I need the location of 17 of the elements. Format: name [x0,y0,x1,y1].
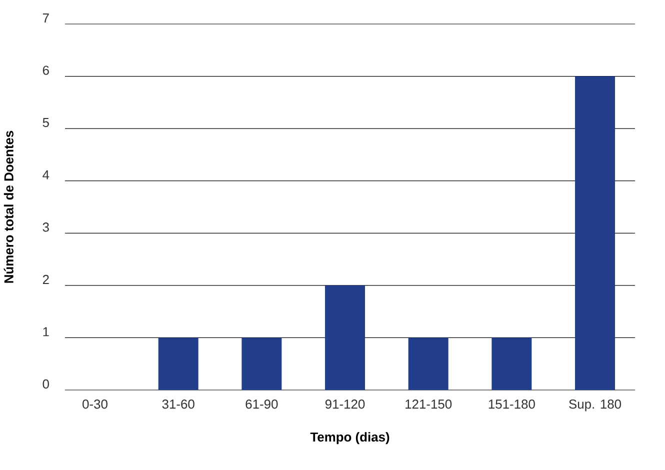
x-tick-label: 91-120 [325,400,365,409]
y-axis-title: Número total de Doentes [4,130,14,283]
y-tick-label: 4 [42,170,50,180]
x-tick-label: 121-150 [406,400,452,409]
x-tick-label: Sup. 180 [569,400,622,412]
x-tick-label: 151-180 [488,400,535,409]
y-tick-label: 6 [42,66,49,75]
x-tick-label: 61-90 [246,400,278,409]
y-tick-label: 5 [42,118,49,128]
x-tick-label: 0-30 [82,400,108,409]
x-tick-label: 31-60 [162,400,194,409]
y-tick-label: 1 [43,327,49,336]
y-tick-label: 2 [42,274,49,284]
y-tick-label: 7 [42,14,49,22]
y-tick-label: 0 [42,379,49,389]
x-axis-title: Tempo (dias) [310,432,390,444]
y-tick-label: 3 [42,222,49,232]
